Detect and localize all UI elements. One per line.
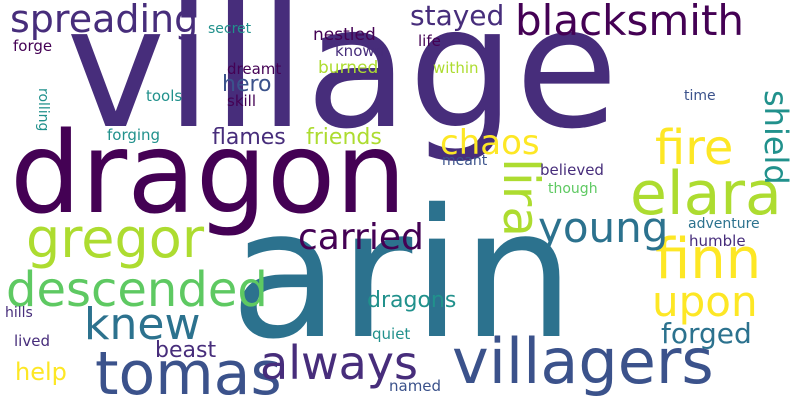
word-elara: elara <box>630 159 782 229</box>
word-known: known <box>335 42 385 60</box>
word-within: within <box>433 59 479 77</box>
word-flames: flames <box>212 125 286 150</box>
word-quiet: quiet <box>372 325 411 343</box>
word-young: young <box>538 203 669 252</box>
word-meant: meant <box>442 153 488 169</box>
word-arin: arin <box>230 171 575 378</box>
word-carried: carried <box>298 217 424 258</box>
word-adventure: adventure <box>688 216 760 232</box>
word-forge: forge <box>13 37 53 55</box>
word-beast: beast <box>155 338 217 363</box>
word-always: always <box>260 336 418 390</box>
word-fire: fire <box>655 120 734 176</box>
word-nestled: nestled <box>313 25 376 45</box>
word-friends: friends <box>306 125 382 150</box>
word-descended: descended <box>6 262 268 318</box>
word-secret: secret <box>208 21 252 37</box>
word-upon: upon <box>652 277 758 326</box>
word-dragon: dragon <box>10 109 407 239</box>
word-stayed: stayed <box>410 0 505 32</box>
word-lira: lira <box>492 158 550 237</box>
word-though: though <box>548 181 598 197</box>
word-shield: shield <box>757 90 795 185</box>
word-tomas: tomas <box>95 339 282 400</box>
word-life: life <box>418 32 441 50</box>
word-village: village <box>66 0 619 166</box>
word-skill: skill <box>227 92 257 110</box>
word-blacksmith: blacksmith <box>515 0 745 45</box>
word-forged: forged <box>661 317 752 350</box>
word-spreading: spreading <box>10 0 199 41</box>
word-gregor: gregor <box>26 207 205 270</box>
word-chaos: chaos <box>440 123 540 163</box>
word-knew: knew <box>84 299 201 350</box>
word-believed: believed <box>540 161 604 179</box>
word-time: time <box>684 88 716 104</box>
word-hero: hero <box>222 72 272 97</box>
word-tools: tools <box>146 87 183 105</box>
word-named: named <box>389 377 442 395</box>
word-lived: lived <box>14 332 50 350</box>
word-burned: burned <box>318 58 379 78</box>
word-help: help <box>15 358 67 386</box>
word-dragons: dragons <box>367 288 457 313</box>
word-rolling: rolling <box>35 88 51 132</box>
word-humble: humble <box>689 232 746 250</box>
word-forging: forging <box>107 126 161 144</box>
word-finn: finn <box>655 227 762 292</box>
word-villagers: villagers <box>452 325 714 398</box>
word-hills: hills <box>5 305 33 321</box>
word-dreamt: dreamt <box>227 60 282 78</box>
